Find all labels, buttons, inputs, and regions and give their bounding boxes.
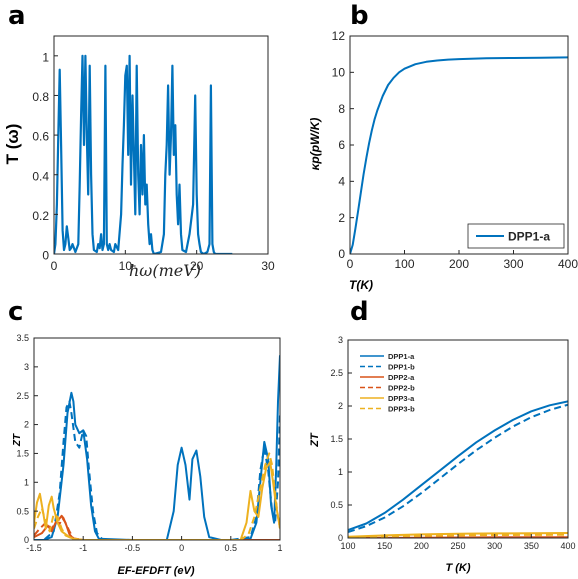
panel-b-series-group [350, 56, 568, 254]
panel-c-xtick-label: 1 [277, 543, 282, 553]
panel-a-xtick-label: 10 [119, 259, 133, 273]
panel-d-ytick-label: 1 [338, 467, 343, 477]
panel-c-series-group [34, 355, 280, 540]
panel-a-xlabel: ħω(meV) [129, 261, 201, 280]
panel-letter-d: d [350, 297, 369, 327]
panel-d-xtick-label: 250 [450, 541, 465, 551]
panel-d-ytick-label: 2.5 [330, 368, 343, 378]
panel-a-axes-box [53, 35, 269, 255]
panel-d-ytick-label: 0.5 [330, 500, 343, 510]
panel-d-xlabel: T (K) [445, 562, 470, 574]
panel-d-legend-label: DPP2-b [388, 384, 415, 393]
panel-a-series-group [54, 54, 233, 254]
panel-b-ytick-label: 0 [338, 247, 345, 261]
panel-b-ytick-label: 4 [338, 175, 345, 189]
panel-c-ytick-label: 1.5 [16, 449, 29, 459]
panel-a-series-line-1 [54, 54, 233, 254]
panel-d-xtick-label: 350 [524, 541, 539, 551]
panel-letter-b: b [350, 1, 369, 31]
panel-d-ytick-label: 2 [338, 401, 343, 411]
panel-c-ytick-label: 3.5 [16, 333, 29, 343]
panel-b-legend-label: DPP1-a [508, 230, 550, 244]
panel-c-ytick-label: 0 [24, 535, 29, 545]
panel-a-ytick-label: 0 [42, 249, 49, 263]
panel-c-axes-box [33, 337, 281, 541]
panel-a-ytick-label: 0.8 [32, 90, 49, 104]
panel-c-ylabel: ZT [12, 433, 23, 447]
panel-c-ytick-label: 0.5 [16, 506, 29, 516]
panel-c-series-line-2 [34, 400, 280, 540]
panel-d-ylabel: ZT [309, 432, 321, 448]
panel-c-ytick-label: 2 [24, 420, 29, 430]
panel-d-series-group [348, 400, 568, 538]
panel-c-series-line-1 [34, 355, 280, 540]
panel-b-xtick-label: 400 [558, 257, 578, 271]
panel-d-xtick-label: 100 [340, 541, 355, 551]
panel-a-xtick-label: 30 [261, 259, 275, 273]
panel-a-xtick-label: 0 [51, 259, 58, 273]
chart-panel-c: -1.5 -1 -0.5 0 0.5 1 0 0.5 1 1.5 2 2.5 3 3.5 [16, 333, 282, 553]
panel-d-legend-label: DPP1-a [388, 352, 415, 361]
panel-a-xtick-label: 20 [190, 259, 204, 273]
panel-a-ylabel: T (ω) [3, 124, 22, 165]
panel-d-ytick-label: 0 [338, 533, 343, 543]
chart-panel-d: 100 150 200 250 300 350 400 0 0.5 1 1.5 2 2.5 3 DPP1-a… [330, 335, 575, 551]
panel-c-xtick-label: 0 [179, 543, 184, 553]
chart-panel-b: 0 100 200 300 400 0 2 4 6 8 10 12 DPP1-a [332, 29, 578, 271]
panel-b-xtick-label: 300 [503, 257, 523, 271]
panel-c-series-line-5 [34, 461, 280, 540]
panel-letter-c: c [8, 297, 23, 327]
panel-a-ytick-label: 0.6 [32, 130, 49, 144]
panel-a-ytick-label: 1 [42, 50, 49, 64]
panel-b-xtick-label: 200 [449, 257, 469, 271]
panel-d-legend-label: DPP2-a [388, 373, 415, 382]
panel-b-xlabel: T(K) [349, 278, 373, 292]
panel-d-legend-label: DPP3-b [388, 405, 415, 414]
panel-c-series-line-6 [34, 452, 280, 540]
panel-a-ytick-label: 0.2 [32, 209, 49, 223]
panel-c-xtick-label: -1.5 [26, 543, 42, 553]
panel-d-xtick-label: 150 [377, 541, 392, 551]
panel-b-ytick-label: 10 [332, 66, 346, 80]
panel-c-xtick-label: -1 [79, 543, 87, 553]
panel-b-ytick-label: 12 [332, 29, 346, 43]
panel-c-ytick-label: 3 [24, 362, 29, 372]
panel-d-xtick-label: 300 [487, 541, 502, 551]
panel-c-xlabel: EF-EFDFT (eV) [118, 565, 195, 577]
panel-d-ytick-label: 1.5 [330, 434, 343, 444]
panel-b-ylabel: κp(pW/K) [308, 118, 322, 171]
panel-d-xtick-label: 400 [560, 541, 575, 551]
panel-letter-a: a [8, 1, 26, 31]
panel-d-legend-label: DPP3-a [388, 394, 415, 403]
panel-d-series-line-2 [348, 403, 568, 534]
panel-c-xtick-label: -0.5 [125, 543, 141, 553]
panel-b-axes-box [349, 35, 569, 255]
panel-c-ytick-label: 2.5 [16, 391, 29, 401]
panel-b-ytick-label: 6 [338, 138, 345, 152]
panel-d-series-line-1 [348, 400, 568, 532]
panel-d-axes-box [347, 339, 569, 539]
panel-b-legend: DPP1-a [467, 223, 565, 249]
panel-c-xtick-label: 0.5 [225, 543, 238, 553]
panel-c-series-line-3 [34, 514, 280, 540]
panel-b-xtick-label: 100 [394, 257, 414, 271]
panel-d-xtick-label: 200 [414, 541, 429, 551]
panel-b-ytick-label: 2 [338, 211, 345, 225]
panel-a-ytick-label: 0.4 [32, 169, 49, 183]
panel-b-series-line-1 [350, 56, 568, 254]
panel-d-legend-label: DPP1-b [388, 363, 415, 372]
panel-b-xtick-label: 0 [347, 257, 354, 271]
panel-d-ytick-label: 3 [338, 335, 343, 345]
panel-b-ytick-label: 8 [338, 102, 345, 116]
chart-panel-a: 0 10 20 30 0 0.2 0.4 0.6 0.8 1 [32, 35, 275, 273]
panel-c-ytick-label: 1 [24, 477, 29, 487]
